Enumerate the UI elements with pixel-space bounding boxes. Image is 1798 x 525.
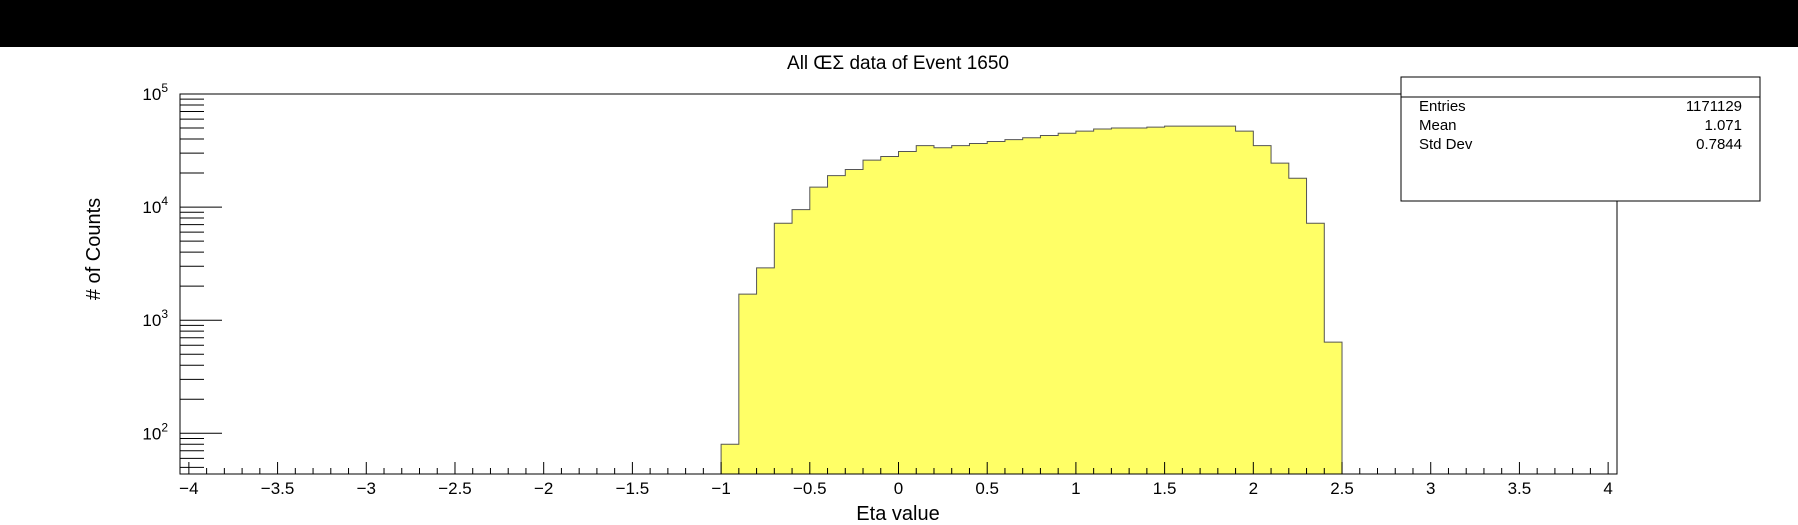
histogram-bars <box>721 126 1343 475</box>
histogram-bin <box>951 145 970 475</box>
x-tick-label: −2.5 <box>438 479 472 498</box>
histogram-bin <box>738 294 757 474</box>
x-tick-label: 4 <box>1603 479 1612 498</box>
histogram-outline <box>720 125 1343 474</box>
histogram-bin <box>792 209 811 474</box>
x-tick-label: 3.5 <box>1508 479 1532 498</box>
x-tick-label: 2 <box>1249 479 1258 498</box>
histogram-bin <box>1288 178 1307 474</box>
x-tick-label: 0 <box>894 479 903 498</box>
x-tick-label: −0.5 <box>793 479 827 498</box>
histogram-bin <box>1182 126 1201 475</box>
histogram-bin <box>1253 145 1272 475</box>
x-tick-label: −1 <box>711 479 730 498</box>
histogram-bin <box>756 267 775 474</box>
y-tick-label: 104 <box>142 194 168 217</box>
y-tick-label: 102 <box>142 420 168 443</box>
y-tick-label: 103 <box>142 307 168 330</box>
stats-entries-label: Entries <box>1419 98 1466 115</box>
histogram-bin <box>1200 126 1219 475</box>
y-axis-ticks: 102 103 104 105 <box>142 81 222 468</box>
x-tick-label: −1.5 <box>616 479 650 498</box>
histogram-bin <box>1111 128 1130 475</box>
stats-mean-label: Mean <box>1419 117 1457 134</box>
x-tick-label: −2 <box>534 479 553 498</box>
histogram-bin <box>969 143 988 474</box>
histogram-bin <box>1129 128 1148 475</box>
histogram-bin <box>863 160 882 474</box>
chart-title: All ŒΣ data of Event 1650 <box>787 53 1009 74</box>
histogram-bin <box>1235 131 1254 474</box>
histogram-bin <box>898 151 917 474</box>
plot-canvas: All ŒΣ data of Event 1650 102 103 104 105 −… <box>0 47 1798 525</box>
histogram-bin <box>1093 129 1112 474</box>
x-tick-label: 1 <box>1071 479 1080 498</box>
y-axis-label: # of Counts <box>83 198 105 300</box>
histogram-bin <box>721 444 740 474</box>
x-tick-label: −4 <box>179 479 198 498</box>
stats-mean-value: 1.071 <box>1704 117 1742 134</box>
histogram-bin <box>809 187 828 474</box>
stats-stddev-label: Std Dev <box>1419 136 1473 153</box>
histogram-bin <box>880 156 899 474</box>
x-tick-label: 1.5 <box>1153 479 1177 498</box>
histogram-bin <box>845 169 864 474</box>
x-tick-label: 3 <box>1426 479 1435 498</box>
x-tick-label: −3.5 <box>261 479 295 498</box>
x-axis-label: Eta value <box>856 503 939 525</box>
histogram-bin <box>1058 133 1077 474</box>
histogram-bin <box>1022 137 1041 474</box>
x-axis-ticks: −4 −3.5 −3 −2.5 −2 −1.5 −1 −0.5 0 0.5 1 1.5 2 2.5 3 3.5… <box>179 462 1613 498</box>
histogram-bin <box>933 147 953 474</box>
y-tick-label: 105 <box>142 81 168 104</box>
x-tick-label: 0.5 <box>975 479 999 498</box>
histogram-bin <box>1164 126 1183 475</box>
histogram-bin <box>987 141 1006 474</box>
stats-entries-value: 1171129 <box>1686 98 1742 115</box>
histogram-bin <box>1217 126 1236 475</box>
stats-box: Entries 1171129 Mean 1.071 Std Dev 0.784… <box>1400 76 1761 202</box>
x-tick-label: 2.5 <box>1330 479 1354 498</box>
histogram-bin <box>1271 163 1290 474</box>
histogram-bin <box>827 175 846 475</box>
histogram-bin <box>1004 139 1024 474</box>
histogram-bin <box>1040 135 1059 474</box>
histogram-bin <box>916 145 935 475</box>
histogram-bin <box>774 223 793 474</box>
histogram-bin <box>1075 131 1095 474</box>
histogram-bin <box>1146 127 1166 474</box>
histogram-bin <box>1324 342 1343 474</box>
stats-stddev-value: 0.7844 <box>1696 136 1742 153</box>
histogram-bin <box>1306 223 1325 474</box>
x-tick-label: −3 <box>357 479 376 498</box>
